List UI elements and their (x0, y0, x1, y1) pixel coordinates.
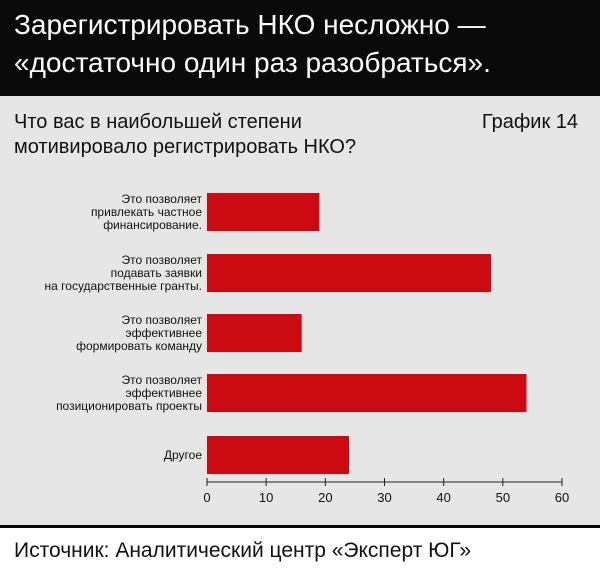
bar-4 (207, 374, 527, 412)
chart-panel: Что вас в наибольшей степени мотивировал… (0, 96, 600, 525)
source-note: Источник: Аналитический центр «Эксперт Ю… (14, 539, 472, 562)
x-tick-label-50: 50 (496, 490, 510, 505)
question-line-1: Что вас в наибольшей степени (14, 111, 302, 133)
x-tick-label-20: 20 (318, 490, 332, 505)
category-label-3-line-2: эффективнее (126, 326, 203, 340)
x-tick-label-40: 40 (436, 490, 450, 505)
headline-line-1: Зарегистрировать НКО несложно — (14, 9, 486, 40)
category-label-5-line-1: Другое (164, 448, 202, 462)
x-tick-label-10: 10 (259, 490, 273, 505)
category-label-3-line-3: формировать команду (76, 339, 202, 353)
headline-line-2: «достаточно один раз разобраться». (14, 47, 491, 78)
category-label-2-line-1: Это позволяет (122, 253, 203, 267)
category-label-2-line-2: подавать заявки (111, 266, 202, 280)
bar-2 (207, 254, 491, 292)
footer: Источник: Аналитический центр «Эксперт Ю… (0, 525, 600, 580)
bar-5 (207, 436, 349, 474)
category-label-1-line-1: Это позволяет (122, 192, 203, 206)
category-label-4-line-3: позиционировать проекты (56, 399, 202, 413)
x-tick-label-0: 0 (203, 490, 210, 505)
category-label-4-line-1: Это позволяет (122, 373, 203, 387)
category-label-1-line-2: привлекать частное (91, 205, 202, 219)
x-tick-label-30: 30 (377, 490, 391, 505)
category-label-2-line-3: на государственные гранты. (45, 279, 202, 293)
bar-3 (207, 314, 302, 352)
chart-number-label: График 14 (481, 111, 578, 133)
category-label-3-line-1: Это позволяет (122, 313, 203, 327)
question-line-2: мотивировало регистрировать НКО? (14, 136, 357, 158)
x-tick-label-60: 60 (555, 490, 569, 505)
header-banner: Зарегистрировать НКО несложно — «достато… (0, 0, 600, 96)
bar-1 (207, 193, 320, 231)
category-label-1-line-3: финансирование. (103, 218, 202, 232)
chart-question: Что вас в наибольшей степени мотивировал… (14, 110, 434, 160)
category-label-4-line-2: эффективнее (126, 386, 203, 400)
